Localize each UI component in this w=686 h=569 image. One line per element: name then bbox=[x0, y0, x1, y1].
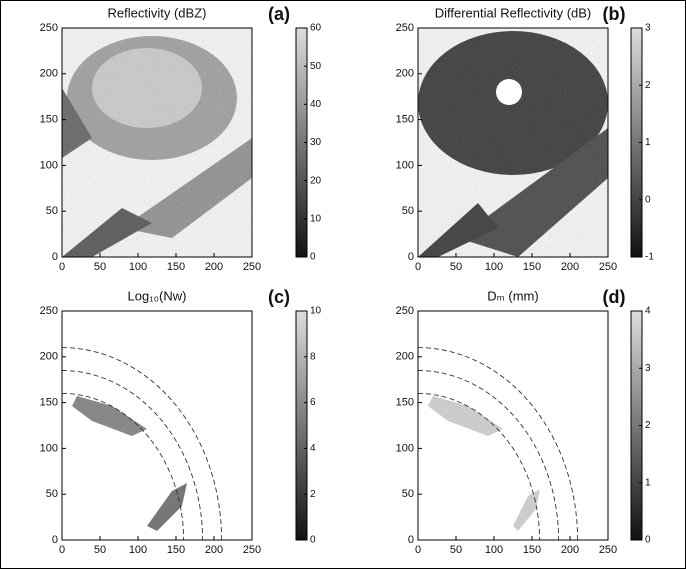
x-tick-label: 0 bbox=[59, 261, 65, 273]
x-tick-label: 200 bbox=[205, 544, 223, 556]
colorbar-tick-label: 0 bbox=[310, 535, 316, 546]
x-tick-label: 0 bbox=[415, 261, 421, 273]
panel-title: Dₘ (mm) bbox=[487, 288, 538, 303]
y-tick-label: 100 bbox=[396, 442, 414, 454]
colorbar-tick-label: 1 bbox=[645, 137, 651, 148]
x-tick-label: 100 bbox=[129, 544, 147, 556]
y-tick-label: 250 bbox=[396, 305, 414, 317]
y-tick-label: 50 bbox=[46, 488, 58, 500]
colorbar-tick-label: 2 bbox=[310, 489, 316, 500]
radar-image bbox=[418, 28, 608, 257]
panel: 0 50 100 150 200 250 0 50 100 150 200 250 -1 0 1 2 3 Diff… bbox=[396, 4, 655, 273]
x-tick-label: 200 bbox=[561, 261, 579, 273]
panel-label: (d) bbox=[603, 287, 626, 307]
panel-label: (b) bbox=[603, 4, 626, 24]
colorbar-tick-label: 10 bbox=[310, 213, 322, 224]
panel-label: (c) bbox=[268, 287, 290, 307]
y-tick-label: 100 bbox=[40, 442, 58, 454]
panel-title: Reflectivity (dBZ) bbox=[108, 5, 207, 20]
colorbar-tick-label: 60 bbox=[310, 23, 322, 34]
colorbar-tick-label: 2 bbox=[645, 80, 651, 91]
y-tick-label: 250 bbox=[40, 305, 58, 317]
y-tick-label: 250 bbox=[40, 22, 58, 34]
colorbar-tick-label: 3 bbox=[645, 363, 651, 374]
x-tick-label: 250 bbox=[243, 544, 261, 556]
radar-image bbox=[418, 347, 579, 540]
y-tick-label: 200 bbox=[40, 351, 58, 363]
x-tick-label: 100 bbox=[485, 261, 503, 273]
colorbar-tick-label: 3 bbox=[645, 23, 651, 34]
y-tick-label: 200 bbox=[396, 351, 414, 363]
x-tick-label: 100 bbox=[485, 544, 503, 556]
x-tick-label: 50 bbox=[94, 261, 106, 273]
colorbar-tick-label: 8 bbox=[310, 351, 316, 362]
colorbar-tick-label: 10 bbox=[310, 306, 322, 317]
y-tick-label: 0 bbox=[408, 534, 414, 546]
y-tick-label: 200 bbox=[396, 68, 414, 80]
y-tick-label: 50 bbox=[402, 488, 414, 500]
x-tick-label: 200 bbox=[561, 544, 579, 556]
panel: 0 50 100 150 200 250 0 50 100 150 200 250 0 1 2 3 4 Dₘ (m… bbox=[396, 287, 651, 556]
x-tick-label: 250 bbox=[243, 261, 261, 273]
y-tick-label: 150 bbox=[40, 397, 58, 409]
y-tick-label: 0 bbox=[52, 251, 58, 263]
colorbar-tick-label: 0 bbox=[645, 535, 651, 546]
colorbar-tick-label: 6 bbox=[310, 397, 316, 408]
colorbar-tick-label: 0 bbox=[310, 252, 316, 263]
y-tick-label: 150 bbox=[396, 114, 414, 126]
colorbar-tick-label: 30 bbox=[310, 137, 322, 148]
x-tick-label: 150 bbox=[167, 261, 185, 273]
y-tick-label: 0 bbox=[52, 534, 58, 546]
colorbar bbox=[295, 310, 308, 541]
x-tick-label: 200 bbox=[205, 261, 223, 273]
panel: 0 50 100 150 200 250 0 50 100 150 200 250 0 2 4 6 8 10 Log… bbox=[40, 287, 322, 556]
radar-image bbox=[62, 28, 252, 257]
x-tick-label: 50 bbox=[450, 261, 462, 273]
y-tick-label: 150 bbox=[40, 114, 58, 126]
radar-image bbox=[62, 347, 223, 540]
axes-frame bbox=[417, 27, 609, 258]
panel-title: Log₁₀(Nw) bbox=[128, 288, 187, 303]
y-tick-label: 150 bbox=[396, 397, 414, 409]
colorbar-tick-label: 0 bbox=[645, 194, 651, 205]
panel-title: Differential Reflectivity (dB) bbox=[435, 5, 592, 20]
axes-frame bbox=[61, 310, 253, 541]
colorbar-tick-label: 2 bbox=[645, 420, 651, 431]
x-tick-label: 250 bbox=[599, 544, 617, 556]
colorbar-tick-label: 40 bbox=[310, 99, 322, 110]
y-tick-label: 100 bbox=[40, 159, 58, 171]
panel-label: (a) bbox=[268, 4, 290, 24]
colorbar-tick-label: 1 bbox=[645, 477, 651, 488]
x-tick-label: 150 bbox=[523, 261, 541, 273]
y-tick-label: 200 bbox=[40, 68, 58, 80]
x-tick-label: 100 bbox=[129, 261, 147, 273]
axes-frame bbox=[61, 27, 253, 258]
y-tick-label: 100 bbox=[396, 159, 414, 171]
x-tick-label: 50 bbox=[94, 544, 106, 556]
y-tick-label: 50 bbox=[402, 205, 414, 217]
x-tick-label: 150 bbox=[523, 544, 541, 556]
panel: 0 50 100 150 200 250 0 50 100 150 200 250 0 10 20 30 40 5… bbox=[40, 4, 322, 273]
y-tick-label: 0 bbox=[408, 251, 414, 263]
x-tick-label: 250 bbox=[599, 261, 617, 273]
colorbar-tick-label: -1 bbox=[645, 252, 654, 263]
y-tick-label: 250 bbox=[396, 22, 414, 34]
x-tick-label: 0 bbox=[415, 544, 421, 556]
x-tick-label: 150 bbox=[167, 544, 185, 556]
axes-frame bbox=[417, 310, 609, 541]
x-tick-label: 50 bbox=[450, 544, 462, 556]
colorbar-tick-label: 4 bbox=[645, 306, 651, 317]
colorbar-tick-label: 20 bbox=[310, 175, 322, 186]
y-tick-label: 50 bbox=[46, 205, 58, 217]
colorbar-tick-label: 4 bbox=[310, 443, 316, 454]
colorbar-tick-label: 50 bbox=[310, 61, 322, 72]
x-tick-label: 0 bbox=[59, 544, 65, 556]
